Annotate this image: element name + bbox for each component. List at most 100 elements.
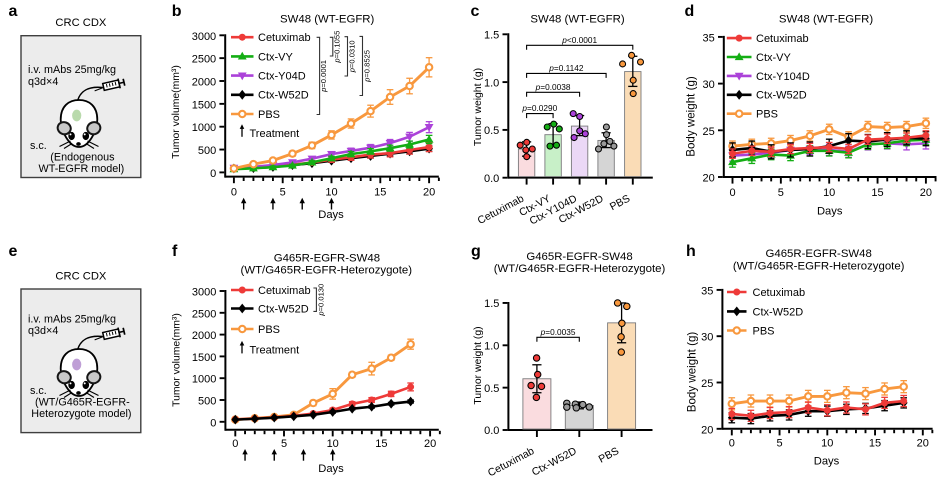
svg-text:Heterozygote model): Heterozygote model) (31, 408, 131, 420)
svg-text:(WT/G465R-EGFR-Heterozygote): (WT/G465R-EGFR-Heterozygote) (733, 260, 905, 272)
svg-text:1500: 1500 (192, 99, 216, 111)
svg-text:35: 35 (701, 285, 713, 297)
svg-text:2500: 2500 (192, 308, 216, 320)
svg-text:20: 20 (703, 173, 715, 185)
svg-text:10: 10 (821, 437, 833, 449)
svg-text:Treatment: Treatment (250, 345, 300, 357)
svg-text:15: 15 (375, 438, 387, 450)
svg-text:3000: 3000 (192, 31, 216, 43)
svg-text:p=0.0038: p=0.0038 (535, 82, 571, 92)
svg-text:e: e (9, 243, 18, 260)
svg-text:25: 25 (703, 126, 715, 138)
svg-text:p<0.0001: p<0.0001 (561, 35, 597, 45)
svg-text:0: 0 (729, 437, 735, 449)
svg-text:0: 0 (210, 168, 216, 180)
svg-text:CRC CDX: CRC CDX (55, 17, 107, 29)
svg-text:c: c (471, 3, 480, 20)
svg-text:0.0: 0.0 (484, 425, 499, 437)
svg-text:Days: Days (817, 206, 843, 218)
svg-text:s.c.: s.c. (30, 385, 47, 397)
svg-text:(WT/G465R-EGFR-: (WT/G465R-EGFR- (35, 396, 130, 408)
svg-text:5: 5 (776, 437, 782, 449)
svg-text:Cetuximab: Cetuximab (258, 32, 311, 44)
svg-text:15: 15 (869, 437, 881, 449)
svg-text:Ctx-VY: Ctx-VY (756, 52, 792, 64)
svg-text:Ctx-W52D: Ctx-W52D (258, 90, 309, 102)
svg-text:10: 10 (823, 187, 835, 199)
svg-text:Ctx-Y04D: Ctx-Y04D (258, 71, 306, 83)
svg-text:Days: Days (814, 456, 840, 468)
svg-text:Tumor volume(mm³): Tumor volume(mm³) (172, 313, 183, 407)
svg-text:Days: Days (318, 209, 344, 221)
svg-text:Treatment: Treatment (250, 128, 300, 140)
svg-text:20: 20 (920, 187, 932, 199)
svg-text:PBS: PBS (597, 445, 621, 466)
svg-text:q3d×4: q3d×4 (28, 76, 58, 88)
svg-text:p=0.8525: p=0.8525 (362, 50, 371, 83)
svg-text:p=0.0035: p=0.0035 (540, 327, 576, 337)
svg-text:1.5: 1.5 (484, 30, 499, 42)
svg-text:PBS: PBS (608, 193, 632, 214)
svg-text:Ctx-W52D: Ctx-W52D (258, 303, 309, 315)
svg-text:5: 5 (281, 438, 287, 450)
svg-text:20: 20 (424, 438, 436, 450)
svg-text:Ctx-W52D: Ctx-W52D (753, 306, 804, 318)
svg-text:p=0.0290: p=0.0290 (521, 103, 557, 113)
svg-text:i.v. mAbs 25mg/kg: i.v. mAbs 25mg/kg (28, 313, 116, 325)
svg-text:s.c.: s.c. (30, 140, 47, 152)
svg-text:p=0.0001: p=0.0001 (319, 60, 328, 93)
svg-text:0: 0 (729, 187, 735, 199)
svg-text:20: 20 (701, 424, 713, 436)
svg-text:h: h (686, 243, 696, 260)
svg-text:10: 10 (327, 438, 339, 450)
svg-text:Ctx-W52D: Ctx-W52D (530, 445, 579, 479)
svg-text:i.v. mAbs 25mg/kg: i.v. mAbs 25mg/kg (28, 64, 116, 76)
svg-text:Tumor weight (g): Tumor weight (g) (473, 326, 484, 404)
svg-text:G465R-EGFR-SW48: G465R-EGFR-SW48 (526, 251, 632, 263)
svg-text:30: 30 (701, 332, 713, 344)
svg-text:20: 20 (423, 186, 435, 198)
svg-text:3000: 3000 (192, 287, 216, 299)
svg-text:Ctx-W52D: Ctx-W52D (756, 90, 807, 102)
svg-text:1.0: 1.0 (484, 77, 499, 89)
svg-text:Tumor volume(mm³): Tumor volume(mm³) (171, 65, 182, 159)
svg-text:10: 10 (325, 186, 337, 198)
svg-text:CRC CDX: CRC CDX (55, 271, 107, 283)
svg-text:g: g (471, 243, 481, 260)
svg-text:0: 0 (231, 186, 237, 198)
svg-text:p=0.1055: p=0.1055 (333, 31, 342, 64)
svg-text:500: 500 (198, 145, 216, 157)
svg-text:2000: 2000 (192, 330, 216, 342)
svg-text:b: b (172, 3, 182, 20)
svg-text:G465R-EGFR-SW48: G465R-EGFR-SW48 (766, 248, 872, 260)
svg-text:Cetuximab: Cetuximab (753, 287, 806, 299)
svg-text:1500: 1500 (192, 352, 216, 364)
svg-text:PBS: PBS (753, 325, 775, 337)
svg-text:WT-EGFR model): WT-EGFR model) (39, 163, 125, 175)
svg-text:a: a (9, 3, 18, 20)
svg-text:(WT/G465R-EGFR-Heterozygote): (WT/G465R-EGFR-Heterozygote) (494, 263, 666, 275)
svg-text:p=0.0310: p=0.0310 (347, 40, 356, 73)
svg-text:SW48 (WT-EGFR): SW48 (WT-EGFR) (280, 14, 374, 26)
svg-text:30: 30 (703, 79, 715, 91)
svg-text:(Endogenous: (Endogenous (50, 152, 115, 164)
svg-text:Ctx-Y104D: Ctx-Y104D (756, 71, 810, 83)
svg-text:25: 25 (701, 378, 713, 390)
svg-text:Body weight (g): Body weight (g) (686, 332, 699, 413)
svg-text:Cetuximab: Cetuximab (258, 285, 311, 297)
svg-text:15: 15 (871, 187, 883, 199)
svg-text:Tumor weight (g): Tumor weight (g) (473, 68, 484, 146)
svg-text:20: 20 (917, 437, 929, 449)
svg-text:SW48 (WT-EGFR): SW48 (WT-EGFR) (530, 14, 624, 26)
svg-text:35: 35 (703, 32, 715, 44)
svg-text:0.5: 0.5 (484, 125, 499, 137)
svg-text:Cetuximab: Cetuximab (756, 33, 809, 45)
svg-text:0.0: 0.0 (484, 173, 499, 185)
svg-text:G465R-EGFR-SW48: G465R-EGFR-SW48 (274, 252, 380, 264)
svg-text:1000: 1000 (192, 122, 216, 134)
svg-text:d: d (685, 3, 695, 20)
svg-text:5: 5 (280, 186, 286, 198)
svg-text:SW48 (WT-EGFR): SW48 (WT-EGFR) (779, 14, 873, 26)
svg-text:Days: Days (318, 463, 344, 475)
svg-text:q3d×4: q3d×4 (28, 325, 58, 337)
